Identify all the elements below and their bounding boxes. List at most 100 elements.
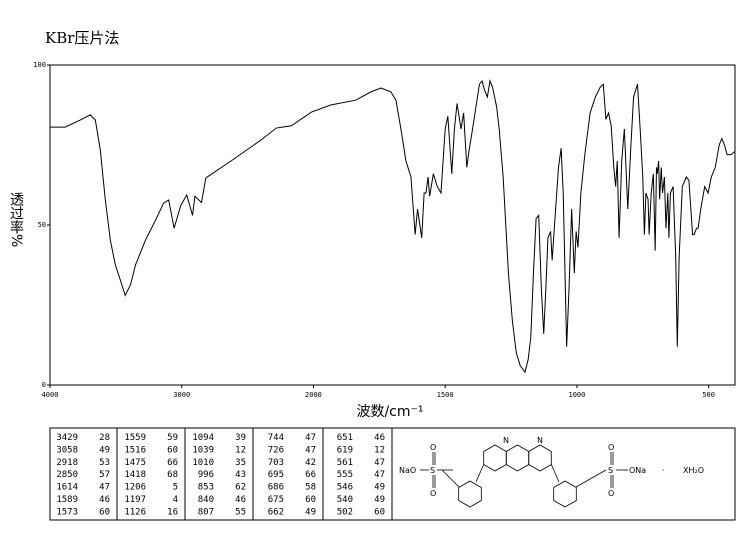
wavenumber-cell: 1206 <box>124 483 146 493</box>
spectrum-line <box>50 79 736 374</box>
transmittance-cell: 46 <box>99 495 110 505</box>
wavenumber-cell: 996 <box>198 470 214 480</box>
x-tick-label: 500 <box>702 391 715 399</box>
x-axis-label: 波数/cm⁻¹ <box>356 404 423 420</box>
transmittance-cell: 47 <box>305 445 316 455</box>
bond <box>575 469 607 488</box>
atom-label: N <box>537 436 543 445</box>
atom-label: O <box>430 489 436 498</box>
wavenumber-cell: 1614 <box>56 483 78 493</box>
atom-label: ONa <box>629 466 646 475</box>
wavenumber-cell: 2850 <box>56 470 78 480</box>
wavenumber-cell: 546 <box>337 483 353 493</box>
atom-label: NaO <box>399 466 416 475</box>
transmittance-cell: 47 <box>374 458 385 468</box>
wavenumber-cell: 1126 <box>124 507 146 517</box>
wavenumber-cell: 1094 <box>192 433 214 443</box>
wavenumber-cell: 3429 <box>56 433 78 443</box>
atom-label: O <box>608 489 614 498</box>
transmittance-cell: 60 <box>167 445 178 455</box>
ring <box>505 444 530 472</box>
transmittance-cell: 49 <box>374 483 385 493</box>
bond <box>550 464 560 483</box>
wavenumber-cell: 619 <box>337 445 353 455</box>
wavenumber-cell: 675 <box>268 495 284 505</box>
wavenumber-cell: 695 <box>268 470 284 480</box>
transmittance-cell: 49 <box>99 445 110 455</box>
wavenumber-cell: 1516 <box>124 445 146 455</box>
transmittance-cell: 35 <box>235 458 246 468</box>
transmittance-cell: 47 <box>305 433 316 443</box>
transmittance-cell: 60 <box>99 507 110 517</box>
peak-table: 3429 28 1559 59 1094 39 744 47 651 46 3058 49 1516 60… <box>56 428 393 520</box>
transmittance-cell: 57 <box>99 470 110 480</box>
wavenumber-cell: 540 <box>337 495 353 505</box>
transmittance-cell: 16 <box>167 507 178 517</box>
transmittance-cell: 66 <box>305 470 316 480</box>
transmittance-cell: 66 <box>167 458 178 468</box>
wavenumber-cell: 651 <box>337 433 353 443</box>
wavenumber-cell: 502 <box>337 507 353 517</box>
transmittance-cell: 68 <box>167 470 178 480</box>
ring <box>458 480 482 508</box>
atom-label: N <box>503 436 509 445</box>
wavenumber-cell: 1475 <box>124 458 146 468</box>
transmittance-cell: 47 <box>99 483 110 493</box>
x-tick-label: 3000 <box>173 391 190 399</box>
transmittance-cell: 12 <box>235 445 246 455</box>
transmittance-cell: 46 <box>374 433 385 443</box>
transmittance-cell: 49 <box>305 507 316 517</box>
wavenumber-cell: 703 <box>268 458 284 468</box>
transmittance-cell: 59 <box>167 433 178 443</box>
atom-label: S <box>430 466 435 475</box>
transmittance-cell: 4 <box>173 495 178 505</box>
y-tick-label: 100 <box>33 61 46 69</box>
transmittance-cell: 12 <box>374 445 385 455</box>
transmittance-cell: 42 <box>305 458 316 468</box>
x-tick-label: 2000 <box>305 391 322 399</box>
atom-label: XH₂O <box>683 466 704 475</box>
transmittance-cell: 47 <box>374 470 385 480</box>
transmittance-cell: 58 <box>305 483 316 493</box>
atom-label: S <box>608 466 613 475</box>
y-axis-label: 透过率% <box>8 192 24 247</box>
wavenumber-cell: 686 <box>268 483 284 493</box>
wavenumber-cell: 840 <box>198 495 214 505</box>
x-tick-label: 1000 <box>568 391 585 399</box>
bond <box>475 464 485 483</box>
transmittance-cell: 60 <box>305 495 316 505</box>
wavenumber-cell: 853 <box>198 483 214 493</box>
transmittance-cell: 49 <box>374 495 385 505</box>
wavenumber-cell: 2918 <box>56 458 78 468</box>
transmittance-cell: 46 <box>235 495 246 505</box>
transmittance-cell: 62 <box>235 483 246 493</box>
transmittance-cell: 28 <box>99 433 110 443</box>
wavenumber-cell: 1589 <box>56 495 78 505</box>
atom-label: O <box>608 443 614 452</box>
transmittance-cell: 53 <box>99 458 110 468</box>
atom-label: O <box>430 443 436 452</box>
wavenumber-cell: 3058 <box>56 445 78 455</box>
wavenumber-cell: 1039 <box>192 445 214 455</box>
ring <box>528 444 552 472</box>
wavenumber-cell: 662 <box>268 507 284 517</box>
wavenumber-cell: 807 <box>198 507 214 517</box>
transmittance-cell: 55 <box>235 507 246 517</box>
transmittance-cell: 5 <box>173 483 178 493</box>
transmittance-cell: 60 <box>374 507 385 517</box>
transmittance-cell: 39 <box>235 433 246 443</box>
wavenumber-cell: 561 <box>337 458 353 468</box>
bond <box>441 469 460 488</box>
wavenumber-cell: 744 <box>268 433 284 443</box>
ring <box>553 480 577 508</box>
x-tick-label: 4000 <box>42 391 59 399</box>
chart-title: KBr压片法 <box>45 29 119 47</box>
wavenumber-cell: 1559 <box>124 433 146 443</box>
wavenumber-cell: 1010 <box>192 458 214 468</box>
atom-label: · <box>662 466 665 475</box>
wavenumber-cell: 1418 <box>124 470 146 480</box>
transmittance-cell: 43 <box>235 470 246 480</box>
wavenumber-cell: 1197 <box>124 495 146 505</box>
structure <box>420 444 628 508</box>
